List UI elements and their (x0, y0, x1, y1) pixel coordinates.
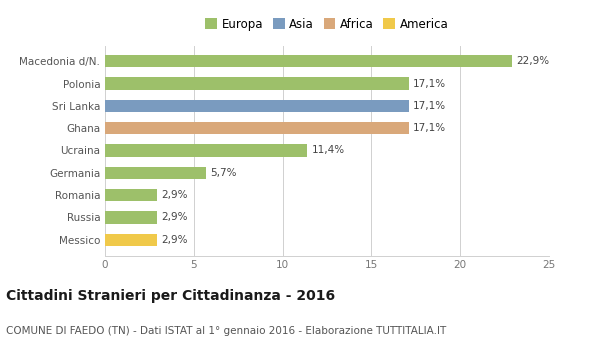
Text: Cittadini Stranieri per Cittadinanza - 2016: Cittadini Stranieri per Cittadinanza - 2… (6, 289, 335, 303)
Bar (105, 234, 157, 246)
Text: 22,9%: 22,9% (516, 56, 549, 66)
Text: COMUNE DI FAEDO (TN) - Dati ISTAT al 1° gennaio 2016 - Elaborazione TUTTITALIA.I: COMUNE DI FAEDO (TN) - Dati ISTAT al 1° … (6, 326, 446, 336)
Text: 11,4%: 11,4% (312, 146, 345, 155)
Text: 17,1%: 17,1% (413, 78, 446, 89)
Bar (105, 144, 307, 157)
Text: 5,7%: 5,7% (211, 168, 237, 178)
Bar (105, 122, 409, 134)
Text: 2,9%: 2,9% (161, 212, 187, 223)
Legend: Europa, Asia, Africa, America: Europa, Asia, Africa, America (200, 13, 454, 35)
Bar (105, 189, 157, 201)
Bar (105, 211, 157, 224)
Bar (105, 167, 206, 179)
Bar (105, 100, 409, 112)
Text: 2,9%: 2,9% (161, 235, 187, 245)
Bar (105, 77, 409, 90)
Text: 2,9%: 2,9% (161, 190, 187, 200)
Text: 17,1%: 17,1% (413, 123, 446, 133)
Text: 17,1%: 17,1% (413, 101, 446, 111)
Bar (105, 55, 512, 67)
